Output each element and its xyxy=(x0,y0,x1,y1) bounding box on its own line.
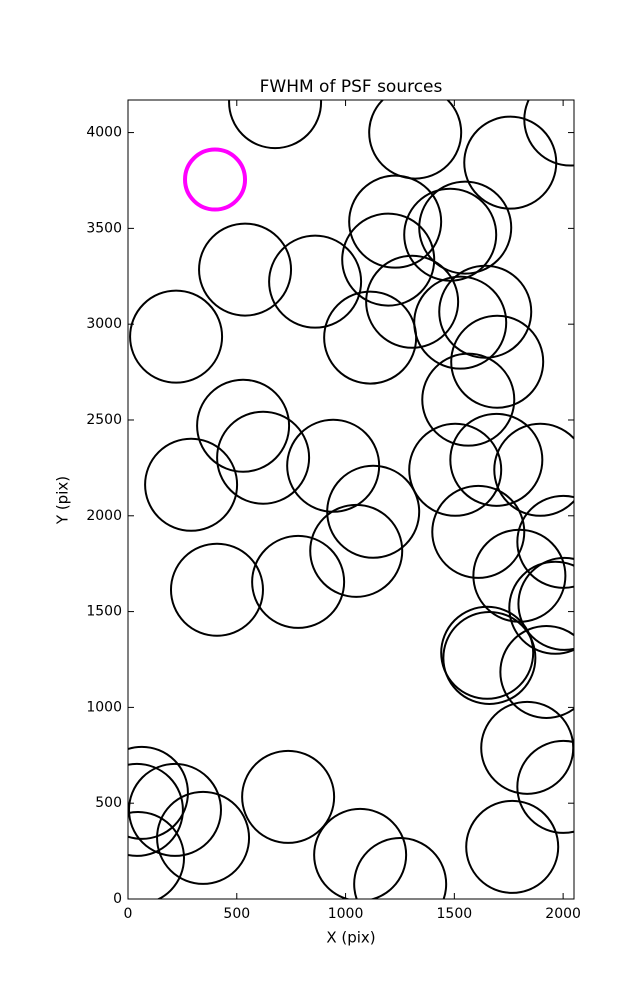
source-marker xyxy=(408,422,503,517)
source-marker xyxy=(421,352,516,447)
y-tick-label: 2500 xyxy=(86,412,122,428)
source-marker xyxy=(313,807,408,899)
y-axis-label: Y (pix) xyxy=(54,476,72,525)
source-marker xyxy=(241,749,336,844)
source-marker xyxy=(128,762,184,857)
source-marker xyxy=(129,289,224,384)
source-marker xyxy=(508,560,574,655)
source-marker xyxy=(128,811,185,899)
x-tick-label: 0 xyxy=(124,906,133,922)
y-tick-label: 2000 xyxy=(86,508,122,524)
source-marker xyxy=(128,745,189,840)
x-tick-label: 2000 xyxy=(545,906,581,922)
source-marker xyxy=(309,503,404,598)
source-marker xyxy=(431,484,526,579)
source-marker xyxy=(353,837,448,899)
source-marker xyxy=(413,275,508,370)
source-marker xyxy=(450,314,545,409)
source-marker xyxy=(368,100,463,180)
source-marker xyxy=(183,147,248,212)
source-marker xyxy=(326,464,421,559)
source-marker xyxy=(516,739,574,834)
y-tick-label: 3000 xyxy=(86,316,122,332)
source-marker xyxy=(348,174,443,269)
x-tick-label: 1000 xyxy=(328,906,364,922)
y-tick-label: 3500 xyxy=(86,220,122,236)
source-marker xyxy=(440,605,535,700)
source-marker xyxy=(517,556,574,651)
source-marker xyxy=(472,528,567,623)
y-tick-label: 0 xyxy=(113,891,122,907)
source-marker xyxy=(449,412,544,507)
source-marker xyxy=(442,610,537,705)
y-tick-label: 4000 xyxy=(86,125,122,141)
source-marker xyxy=(365,254,460,349)
source-marker xyxy=(196,378,291,473)
source-marker xyxy=(493,422,574,517)
x-tick-label: 500 xyxy=(223,906,250,922)
source-marker xyxy=(465,799,560,894)
source-marker xyxy=(480,700,574,795)
chart-title: FWHM of PSF sources xyxy=(260,77,443,97)
source-marker xyxy=(251,534,346,629)
source-marker xyxy=(156,790,251,885)
source-marker xyxy=(341,212,436,307)
source-marker xyxy=(198,222,293,317)
source-marker xyxy=(523,100,574,167)
x-axis-label: X (pix) xyxy=(326,929,375,947)
source-marker xyxy=(418,180,513,275)
source-marker xyxy=(144,437,239,532)
source-marker xyxy=(499,624,574,719)
source-marker xyxy=(169,542,264,637)
source-marker xyxy=(268,234,363,329)
axes-frame xyxy=(127,99,575,900)
source-marker xyxy=(228,100,323,150)
y-tick-label: 1500 xyxy=(86,604,122,620)
source-marker xyxy=(128,762,222,857)
y-tick-label: 500 xyxy=(95,795,122,811)
plot-area xyxy=(128,100,574,899)
x-tick-label: 1500 xyxy=(437,906,473,922)
y-tick-label: 1000 xyxy=(86,699,122,715)
source-marker xyxy=(216,410,311,505)
